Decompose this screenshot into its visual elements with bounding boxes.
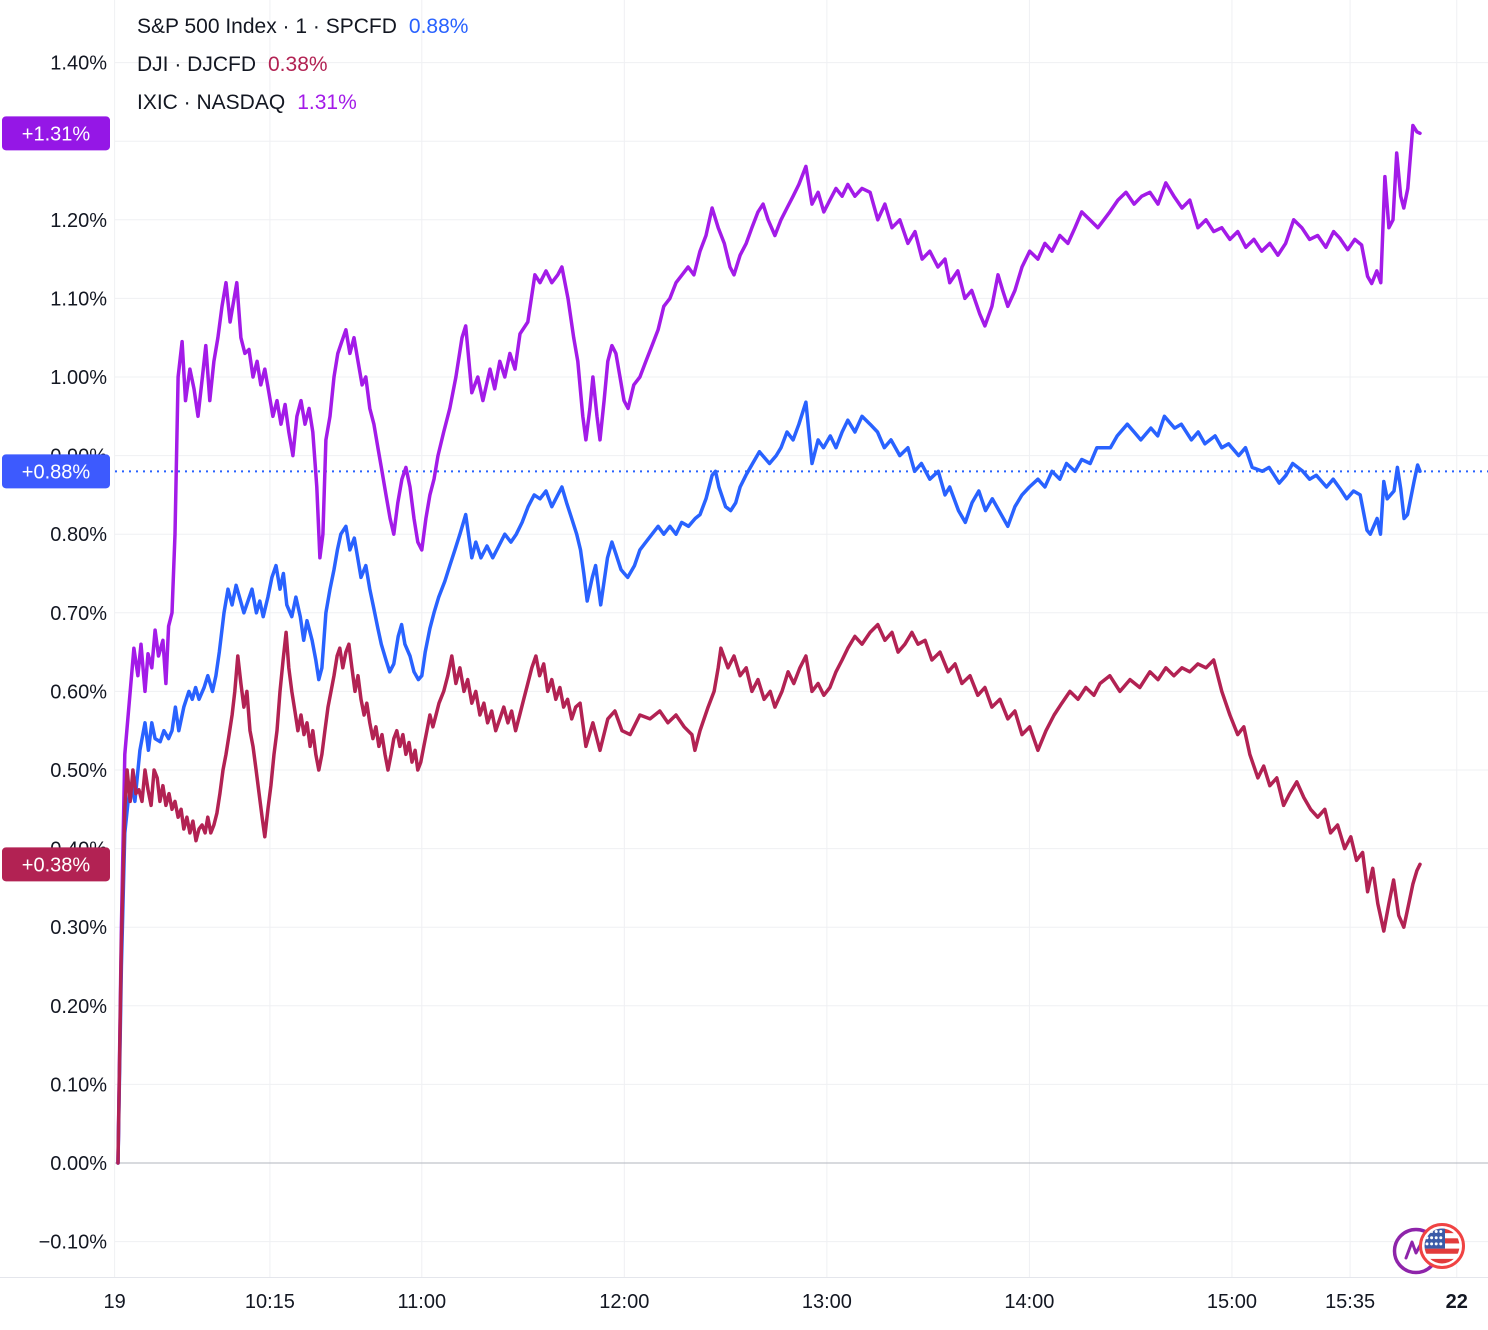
x-axis-label: 14:00 <box>1004 1291 1055 1313</box>
legend-change-ixic: 1.31% <box>297 91 357 114</box>
y-axis-label: 0.70% <box>50 603 107 625</box>
price-scale[interactable]: 1.40%1.30%1.20%1.10%1.00%0.90%0.80%0.70%… <box>39 53 108 1254</box>
x-axis-label: 12:00 <box>599 1291 650 1313</box>
legend-row-spx[interactable]: S&P 500 Index · 1 · SPCFD 0.88% <box>137 8 468 46</box>
y-axis-label: 1.40% <box>50 53 107 75</box>
price-badge-label: +1.31% <box>22 123 91 145</box>
price-badges: +1.31% +0.88% +0.38% <box>2 116 110 882</box>
price-badge-label: +0.38% <box>22 854 91 876</box>
legend-symbol-dji: DJI · DJCFD <box>137 53 256 76</box>
y-axis-label: 0.10% <box>50 1074 107 1096</box>
series-line-sp500 <box>116 400 1422 1165</box>
y-axis-label: 0.80% <box>50 524 107 546</box>
y-axis-label: 1.20% <box>50 210 107 232</box>
legend-symbol-spx: S&P 500 Index · 1 · SPCFD <box>137 15 397 38</box>
legend-row-dji[interactable]: DJI · DJCFD 0.38% <box>137 46 468 84</box>
series-line-dji <box>116 622 1422 1165</box>
x-axis-label: 19 <box>103 1291 126 1313</box>
legend-change-dji: 0.38% <box>268 53 328 76</box>
time-axis[interactable]: 19 10:15 11:00 12:00 13:00 14:00 15:00 15:35 22 <box>0 1277 1488 1330</box>
legend-row-ixic[interactable]: IXIC · NASDAQ 1.31% <box>137 84 468 122</box>
x-axis-label: 15:35 <box>1325 1291 1376 1313</box>
y-axis-label: 0.60% <box>50 681 107 703</box>
horizontal-gridlines <box>115 62 1488 1243</box>
us-flag-icon[interactable] <box>1419 1223 1465 1269</box>
x-axis-label: 22 <box>1445 1291 1468 1313</box>
vertical-gridlines <box>114 0 1458 1277</box>
price-badge <box>2 454 110 489</box>
y-axis-label: 1.10% <box>50 288 107 310</box>
legend-change-spx: 0.88% <box>408 15 469 38</box>
y-axis-label: 0.20% <box>50 996 107 1018</box>
x-axis-label: 13:00 <box>801 1291 852 1313</box>
x-axis-label: 10:15 <box>244 1291 295 1313</box>
y-axis-label: 0.00% <box>50 1153 107 1175</box>
price-badge <box>2 116 110 151</box>
y-axis-label: 0.30% <box>50 917 107 939</box>
price-badge <box>2 847 110 882</box>
chart-legend: S&P 500 Index · 1 · SPCFD 0.88% DJI · DJC… <box>137 8 468 122</box>
x-axis-label: 11:00 <box>397 1291 447 1313</box>
legend-symbol-ixic: IXIC · NASDAQ <box>137 91 286 114</box>
y-axis-label: 0.50% <box>50 760 107 782</box>
symbol-logos[interactable] <box>1392 1223 1465 1275</box>
x-axis-label: 15:00 <box>1206 1291 1257 1313</box>
series-line-nasdaq <box>116 123 1422 1165</box>
y-axis-label: −0.10% <box>39 1232 108 1254</box>
y-axis-label: 1.00% <box>50 367 107 389</box>
price-badge-label: +0.88% <box>22 461 91 483</box>
